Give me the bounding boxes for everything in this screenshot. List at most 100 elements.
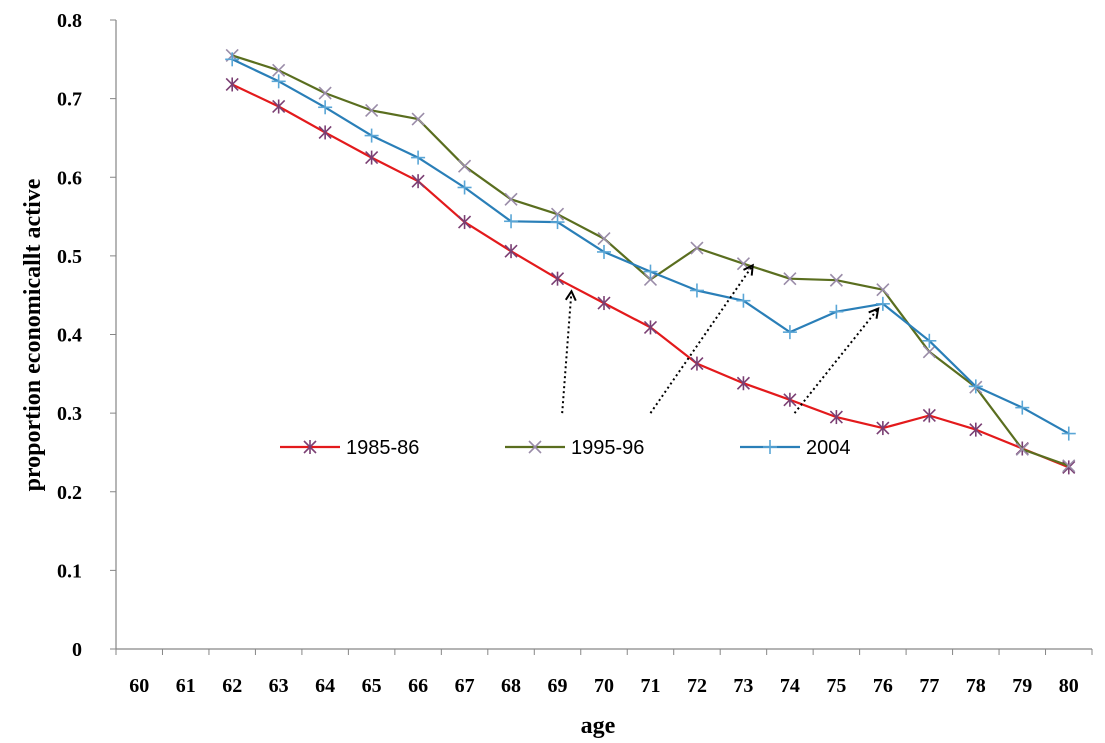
data-point xyxy=(318,100,333,115)
annotations xyxy=(561,265,879,414)
x-tick-label: 74 xyxy=(780,675,800,697)
axes xyxy=(110,19,1093,655)
legend-marker xyxy=(303,440,317,454)
y-tick-label: 0.5 xyxy=(57,246,82,268)
data-point xyxy=(1062,459,1076,473)
data-point xyxy=(457,180,472,195)
x-tick-label: 62 xyxy=(222,675,242,697)
y-tick-label: 0.4 xyxy=(57,325,82,347)
data-point xyxy=(318,86,332,100)
data-point xyxy=(365,103,379,117)
legend-item: 2004 xyxy=(740,437,851,459)
data-point xyxy=(922,333,937,348)
x-tick-label: 66 xyxy=(408,675,428,697)
data-point xyxy=(829,273,843,287)
data-point xyxy=(411,174,425,189)
data-point xyxy=(875,296,890,311)
x-tick-label: 73 xyxy=(733,675,753,697)
data-point xyxy=(690,356,704,371)
data-point xyxy=(550,271,565,286)
x-tick-label: 69 xyxy=(548,675,568,697)
data-point xyxy=(968,379,983,394)
y-axis-title: proportion economicallt active xyxy=(20,178,46,491)
series-line xyxy=(231,54,1070,467)
data-point xyxy=(643,320,658,335)
legend-label: 1985-86 xyxy=(346,437,419,459)
x-tick-label: 61 xyxy=(176,675,196,697)
x-axis-title: age xyxy=(581,713,616,738)
data-point xyxy=(504,244,518,259)
series-line xyxy=(231,58,1070,435)
legend: 1985-86 1995-96 2004 xyxy=(280,437,851,459)
legend-marker xyxy=(763,440,777,454)
data-point xyxy=(550,207,565,221)
data-point xyxy=(829,304,844,319)
data-point xyxy=(318,125,332,140)
y-tick-label: 0.3 xyxy=(57,403,82,425)
data-point xyxy=(271,74,286,89)
data-point xyxy=(1015,400,1030,415)
annotation-arrow xyxy=(561,291,571,414)
data-point xyxy=(1061,426,1076,441)
x-tick-label: 65 xyxy=(362,675,382,697)
data-point xyxy=(643,264,658,279)
data-series xyxy=(225,48,1076,475)
data-point xyxy=(504,214,519,229)
data-point xyxy=(783,392,797,407)
data-point xyxy=(783,272,797,286)
x-tick-label: 63 xyxy=(269,675,289,697)
data-point xyxy=(969,422,983,437)
x-tick-label: 68 xyxy=(501,675,521,697)
data-point xyxy=(225,77,239,92)
data-point xyxy=(504,192,518,206)
legend-label: 2004 xyxy=(806,437,851,459)
legend-marker xyxy=(528,440,542,454)
y-tick-label: 0.7 xyxy=(57,89,82,111)
data-point xyxy=(736,293,751,308)
y-tick-label: 0.1 xyxy=(57,560,82,582)
annotation-arrow xyxy=(793,309,879,414)
data-point xyxy=(1015,442,1029,456)
data-point xyxy=(597,244,611,259)
x-tick-label: 71 xyxy=(640,675,660,697)
data-point xyxy=(272,63,286,77)
x-tick-label: 70 xyxy=(594,675,614,697)
data-point xyxy=(597,232,611,246)
y-tick-label: 0.6 xyxy=(57,167,82,189)
y-tick-label: 0 xyxy=(72,639,82,661)
data-point xyxy=(922,408,936,423)
data-point xyxy=(876,421,890,436)
data-point xyxy=(876,283,890,297)
data-point xyxy=(782,325,797,340)
x-tick-label: 64 xyxy=(315,675,335,697)
x-tick-label: 76 xyxy=(873,675,893,697)
data-point xyxy=(411,150,426,165)
data-point xyxy=(458,159,472,173)
y-tick-label: 0.2 xyxy=(57,482,82,504)
series-1995-96 xyxy=(225,48,1076,473)
x-tick-label: 67 xyxy=(455,675,475,697)
legend-label: 1995-96 xyxy=(571,437,644,459)
data-point xyxy=(225,52,240,67)
tick-labels: 0 0.1 0.2 0.3 0.4 0.5 0.6 0.7 0.8 60 61 62 63 64 65 66 6… xyxy=(57,10,1079,697)
series-1985-86 xyxy=(225,77,1076,475)
x-tick-label: 72 xyxy=(687,675,707,697)
data-point xyxy=(364,128,379,143)
data-point xyxy=(272,99,286,114)
data-point xyxy=(922,345,936,359)
data-point xyxy=(736,257,750,271)
data-point xyxy=(458,215,472,230)
x-tick-label: 60 xyxy=(129,675,149,697)
data-point xyxy=(411,112,425,126)
x-tick-label: 77 xyxy=(919,675,939,697)
data-point xyxy=(829,410,843,425)
x-tick-label: 80 xyxy=(1059,675,1079,697)
data-point xyxy=(689,283,704,298)
data-point xyxy=(736,376,750,391)
data-point xyxy=(643,272,658,287)
x-tick-label: 79 xyxy=(1012,675,1032,697)
x-tick-label: 75 xyxy=(826,675,846,697)
x-tick-label: 78 xyxy=(966,675,986,697)
